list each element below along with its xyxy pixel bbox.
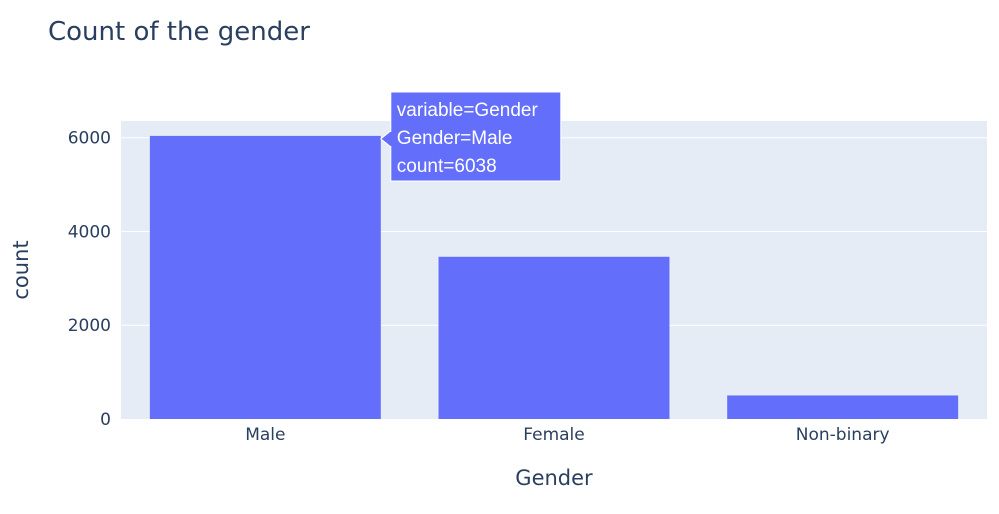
- tooltip-line: Gender=Male: [397, 128, 513, 149]
- chart-title: Count of the gender: [48, 17, 310, 47]
- tooltip-box: [390, 91, 562, 182]
- y-tick-label: 4000: [68, 222, 111, 242]
- y-axis-title: count: [9, 240, 33, 299]
- x-tick-label: Male: [245, 425, 285, 445]
- tooltip-line: variable=Gender: [397, 100, 539, 121]
- bars: [149, 135, 959, 420]
- bar-male[interactable]: [149, 135, 381, 420]
- y-tick-label: 2000: [68, 316, 111, 336]
- x-tick-label: Non-binary: [796, 425, 890, 445]
- x-axis-ticks: Male Female Non-binary: [245, 425, 889, 445]
- tooltip-line: count=6038: [397, 156, 497, 177]
- y-tick-label: 6000: [68, 129, 111, 149]
- bar-non-binary[interactable]: [727, 395, 959, 419]
- bar-female[interactable]: [438, 256, 670, 419]
- y-tick-label: 0: [100, 410, 111, 430]
- y-axis-ticks: 0 2000 4000 6000: [68, 129, 111, 430]
- x-axis-title: Gender: [515, 466, 593, 490]
- x-tick-label: Female: [523, 425, 584, 445]
- hover-tooltip: variable=Gender Gender=Male count=6038: [379, 91, 562, 182]
